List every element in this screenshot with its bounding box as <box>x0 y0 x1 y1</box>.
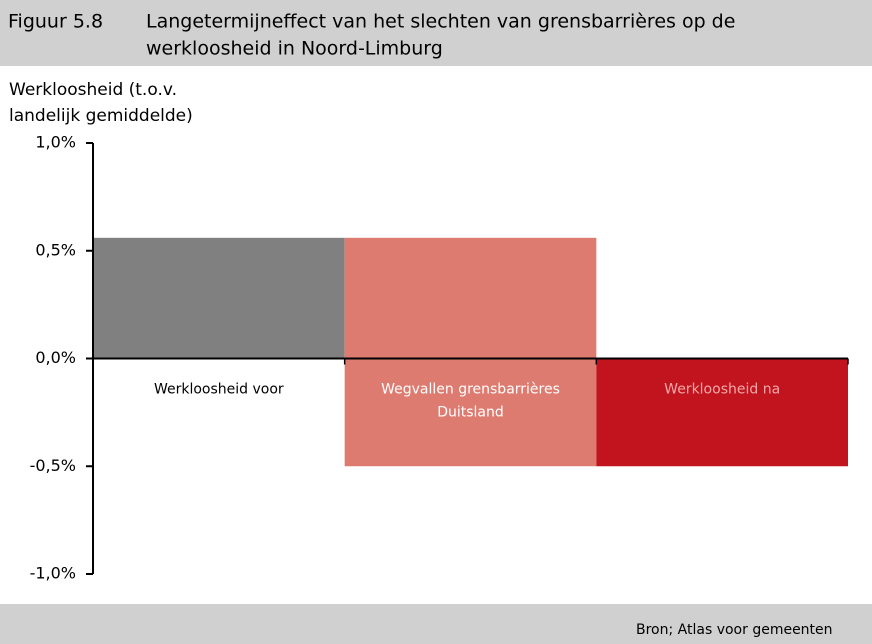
y-tick-label: 1,0% <box>35 133 76 152</box>
figure-label: Figuur 5.8 <box>8 11 103 33</box>
x-tick-label: Duitsland <box>437 405 504 421</box>
y-axis-label: landelijk gemiddelde) <box>9 106 193 126</box>
header-band <box>0 0 872 66</box>
bar <box>93 237 345 359</box>
bar <box>344 237 597 467</box>
chart-title: werkloosheid in Noord-Limburg <box>146 38 443 60</box>
source-note: Bron; Atlas voor gemeenten <box>636 622 833 638</box>
x-tick-label: Werkloosheid na <box>664 382 780 398</box>
y-tick-label: 0,0% <box>35 348 76 367</box>
y-axis-label: Werkloosheid (t.o.v. <box>9 80 177 100</box>
chart-title: Langetermijneffect van het slechten van … <box>146 11 735 33</box>
footer-band <box>0 604 872 644</box>
x-tick-label: Wegvallen grensbarrières <box>381 382 560 398</box>
bar <box>596 358 848 467</box>
y-tick-label: 0,5% <box>35 240 76 259</box>
y-tick-label: -0,5% <box>30 456 76 475</box>
x-tick-label: Werkloosheid voor <box>154 382 284 398</box>
y-tick-label: -1,0% <box>30 564 76 583</box>
